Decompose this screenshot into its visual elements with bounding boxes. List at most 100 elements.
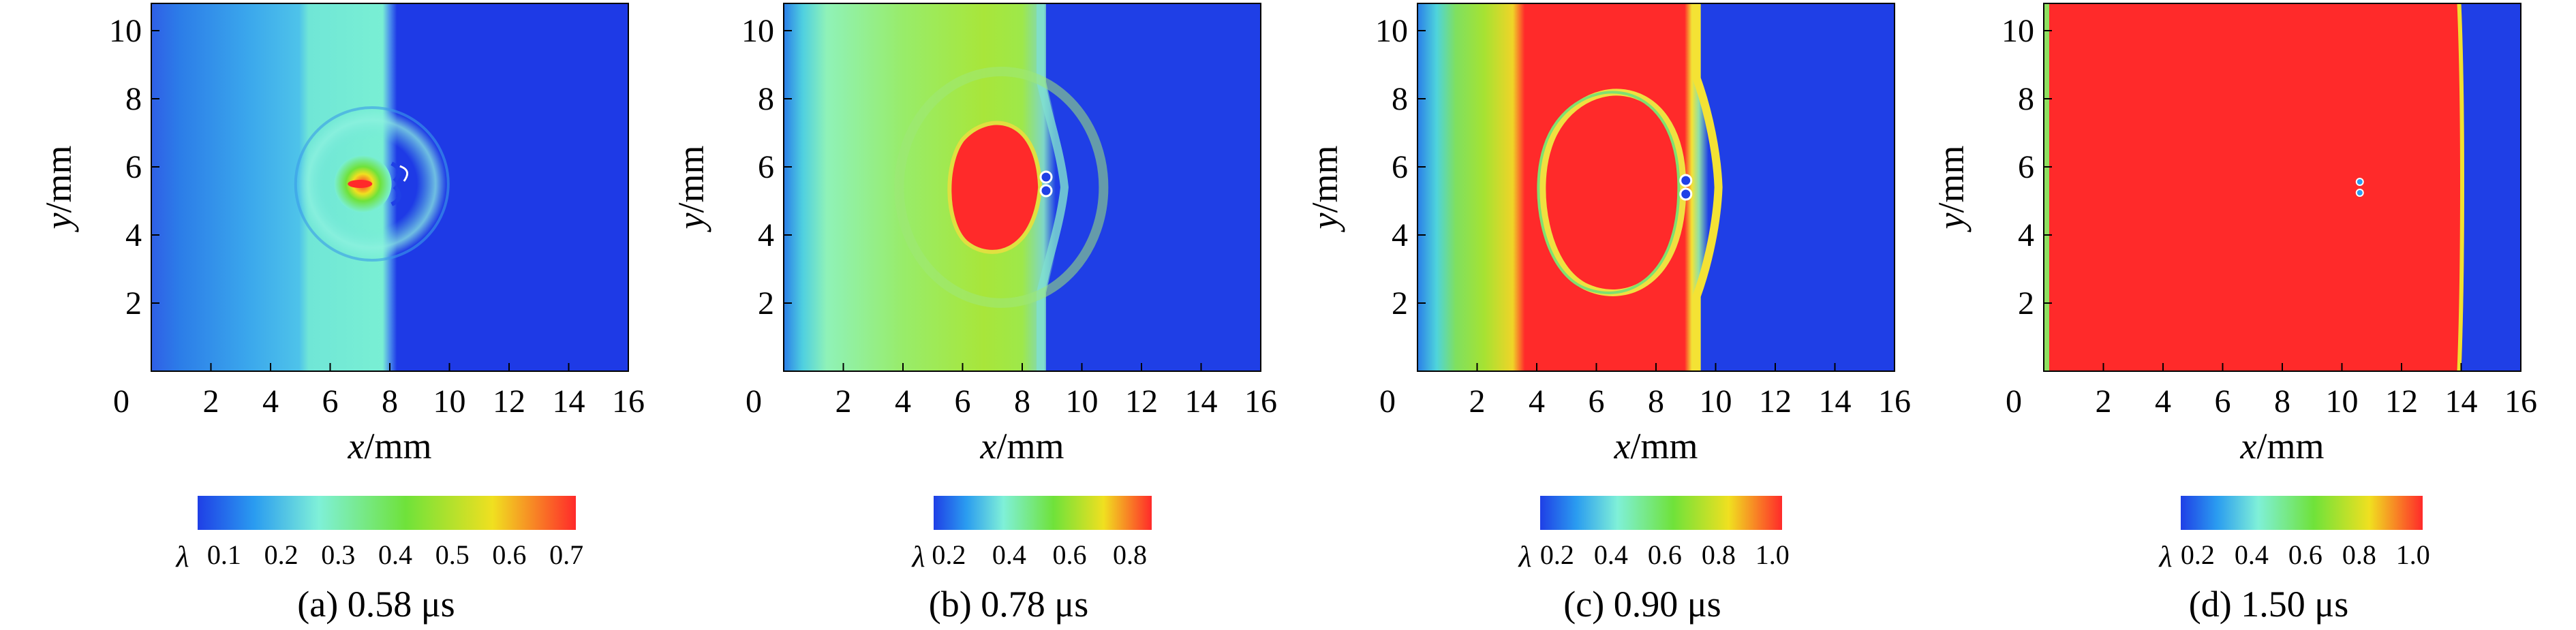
x-tick-label: 10 — [2326, 383, 2359, 420]
colorbar-tick-label: 0.3 — [321, 539, 355, 570]
x-tick-label: 6 — [2215, 383, 2231, 420]
y-tick-label: 8 — [2018, 81, 2034, 117]
colorbar-tick-label: 0.5 — [435, 539, 470, 570]
x-tick-label: 8 — [1648, 383, 1664, 420]
colorbar — [1540, 496, 1782, 530]
x-tick-label: 4 — [895, 383, 911, 420]
y-tick-label: 4 — [2018, 217, 2034, 253]
y-tick-label: 10 — [741, 13, 774, 49]
x-axis-label: x/mm — [1614, 426, 1698, 467]
x-axis-label: x/mm — [348, 426, 432, 467]
contour-field — [2044, 3, 2521, 371]
y-tick-label: 2 — [758, 285, 774, 321]
colorbar-tick-label: 0.8 — [1702, 539, 1736, 570]
x-tick-label: 4 — [1529, 383, 1545, 420]
x-tick-label: 8 — [1014, 383, 1030, 420]
y-axis-label: y/mm — [1931, 146, 1972, 233]
colorbar-tick-label: 0.4 — [2235, 539, 2269, 570]
colorbar-tick-label: 0.6 — [1052, 539, 1086, 570]
x-tick-label: 6 — [322, 383, 339, 420]
colorbar-symbol: λ — [2158, 540, 2172, 573]
x-tick-label: 12 — [493, 383, 525, 420]
y-tick-label: 2 — [2018, 285, 2034, 321]
y-tick-label: 8 — [125, 81, 142, 117]
colorbar-tick-label: 0.4 — [992, 539, 1026, 570]
x-axis-label: x/mm — [980, 426, 1064, 467]
x-tick-label: 10 — [1700, 383, 1732, 420]
panel-caption: (c) 0.90 μs — [1563, 584, 1721, 625]
x-axis-label: x/mm — [2240, 426, 2325, 467]
y-tick-label: 4 — [125, 217, 142, 253]
x-tick-label: 12 — [1759, 383, 1792, 420]
y-tick-label: 4 — [758, 217, 774, 253]
colorbar-tick-label: 0.6 — [2288, 539, 2322, 570]
x-tick-label: 8 — [382, 383, 398, 420]
colorbar — [198, 496, 576, 530]
colorbar-tick-label: 1.0 — [1755, 539, 1790, 570]
colorbar-tick-label: 0.6 — [492, 539, 526, 570]
x-tick-label: 0 — [113, 383, 129, 420]
x-tick-label: 14 — [1819, 383, 1852, 420]
contour-field — [151, 3, 628, 371]
contour-field — [1417, 3, 1895, 371]
x-tick-label: 16 — [1244, 383, 1277, 420]
x-tick-label: 16 — [2504, 383, 2537, 420]
y-tick-label: 6 — [125, 149, 142, 185]
x-tick-label: 10 — [1066, 383, 1099, 420]
y-tick-label: 4 — [1392, 217, 1408, 253]
x-tick-label: 0 — [2006, 383, 2022, 420]
colorbar-tick-label: 0.8 — [2342, 539, 2376, 570]
colorbar-tick-label: 0.2 — [264, 539, 298, 570]
colorbar-tick-label: 0.2 — [932, 539, 966, 570]
y-axis-label: y/mm — [671, 146, 711, 233]
colorbar-tick-label: 0.6 — [1648, 539, 1682, 570]
colorbar-tick-label: 0.8 — [1113, 539, 1147, 570]
x-tick-label: 14 — [2445, 383, 2478, 420]
colorbar-symbol: λ — [910, 540, 925, 573]
colorbar-tick-label: 0.2 — [2181, 539, 2215, 570]
x-tick-label: 12 — [2385, 383, 2418, 420]
y-tick-label: 2 — [1392, 285, 1408, 321]
x-tick-label: 12 — [1125, 383, 1158, 420]
colorbar-tick-label: 0.4 — [378, 539, 412, 570]
colorbar-tick-label: 1.0 — [2396, 539, 2430, 570]
x-tick-label: 6 — [1589, 383, 1605, 420]
y-tick-label: 6 — [2018, 149, 2034, 185]
y-tick-label: 8 — [1392, 81, 1408, 117]
x-tick-label: 2 — [203, 383, 219, 420]
panel-caption: (d) 1.50 μs — [2189, 584, 2348, 625]
x-tick-label: 14 — [553, 383, 585, 420]
colorbar — [934, 496, 1152, 530]
x-tick-label: 0 — [746, 383, 762, 420]
colorbar — [2181, 496, 2423, 530]
x-tick-label: 0 — [1379, 383, 1396, 420]
x-tick-label: 16 — [612, 383, 645, 420]
y-tick-label: 10 — [1375, 13, 1408, 49]
y-tick-label: 2 — [125, 285, 142, 321]
x-tick-label: 14 — [1185, 383, 1218, 420]
y-tick-label: 10 — [109, 13, 142, 49]
colorbar-tick-label: 0.7 — [549, 539, 583, 570]
y-tick-label: 6 — [1392, 149, 1408, 185]
x-tick-label: 4 — [262, 383, 279, 420]
x-tick-label: 6 — [955, 383, 971, 420]
y-tick-label: 6 — [758, 149, 774, 185]
x-tick-label: 16 — [1878, 383, 1911, 420]
colorbar-symbol: λ — [174, 540, 189, 573]
x-tick-label: 2 — [1469, 383, 1486, 420]
y-tick-label: 10 — [2002, 13, 2034, 49]
contour-field — [784, 3, 1261, 371]
x-tick-label: 2 — [835, 383, 852, 420]
panel-caption: (a) 0.58 μs — [297, 584, 455, 625]
y-axis-label: y/mm — [1304, 146, 1345, 233]
colorbar-symbol: λ — [1517, 540, 1531, 573]
colorbar-tick-label: 0.4 — [1594, 539, 1628, 570]
x-tick-label: 4 — [2155, 383, 2171, 420]
colorbar-tick-label: 0.1 — [207, 539, 241, 570]
y-tick-label: 8 — [758, 81, 774, 117]
